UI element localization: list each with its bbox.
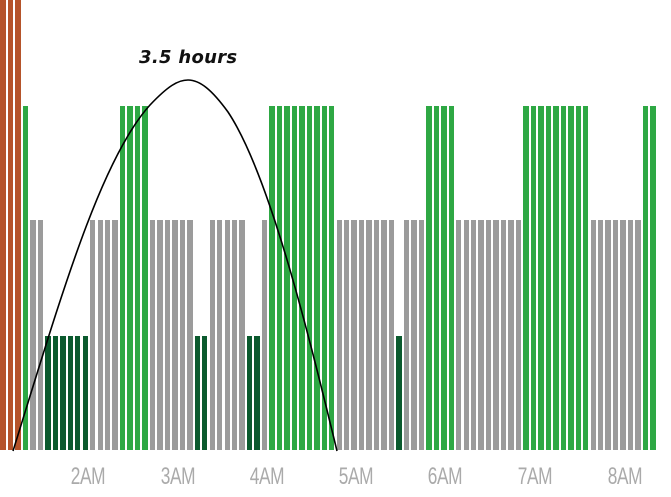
bar-rem	[299, 106, 305, 450]
bar-light	[239, 220, 245, 450]
bar-light	[373, 220, 380, 450]
bar-light	[224, 220, 230, 450]
bar-rem	[426, 106, 432, 450]
bar-light	[187, 220, 193, 450]
bar-light	[598, 220, 604, 450]
bar-light	[231, 220, 238, 450]
x-tick-label: 8AM	[607, 463, 643, 490]
bar-light	[97, 220, 103, 450]
bar-light	[403, 220, 410, 450]
bar-rem	[583, 106, 589, 450]
bar-rem	[329, 106, 335, 450]
bar-rem	[127, 106, 133, 450]
bar-light	[30, 220, 36, 450]
bar-light	[179, 220, 186, 450]
bar-rem	[642, 106, 649, 450]
bar-light	[261, 220, 268, 450]
bar-rem	[433, 106, 440, 450]
bar-deep	[52, 336, 59, 450]
bar-rem	[530, 106, 537, 450]
bar-rem	[269, 106, 275, 450]
bar-light	[612, 220, 619, 450]
bar-light	[157, 220, 163, 450]
bar-rem	[276, 106, 283, 450]
bar-rem	[448, 106, 454, 450]
x-tick-label: 3AM	[160, 463, 196, 490]
bar-rem	[314, 106, 320, 450]
bar-rem	[545, 106, 552, 450]
bar-deep	[396, 336, 402, 450]
bar-rem	[321, 106, 327, 450]
bar-rem	[553, 106, 559, 450]
bar-light	[463, 220, 469, 450]
bar-light	[172, 220, 178, 450]
bar-rem	[22, 106, 29, 450]
bar-light	[605, 220, 611, 450]
bar-deep	[82, 336, 88, 450]
bar-light	[493, 220, 499, 450]
bar-deep	[254, 336, 260, 450]
bar-light	[418, 220, 425, 450]
bar-light	[344, 220, 350, 450]
bar-rem	[134, 106, 141, 450]
bar-light	[336, 220, 342, 450]
x-tick-label: 5AM	[338, 463, 374, 490]
bar-light	[149, 220, 156, 450]
x-tick-label: 2AM	[70, 463, 106, 490]
bar-light	[627, 220, 634, 450]
bar-light	[590, 220, 596, 450]
bar-light	[37, 220, 44, 450]
bar-light	[478, 220, 484, 450]
bar-light	[635, 220, 641, 450]
bar-awake	[0, 0, 6, 450]
bar-light	[381, 220, 387, 450]
bar-deep	[60, 336, 66, 450]
bar-deep	[75, 336, 81, 450]
bar-rem	[306, 106, 313, 450]
bar-light	[411, 220, 417, 450]
bar-awake	[15, 0, 21, 450]
bar-rem	[291, 106, 298, 450]
bar-light	[485, 220, 492, 450]
bar-rem	[284, 106, 290, 450]
bar-rem	[441, 106, 447, 450]
bar-light	[358, 220, 365, 450]
bar-light	[217, 220, 223, 450]
bar-light	[209, 220, 215, 450]
bar-rem	[568, 106, 574, 450]
bar-light	[366, 220, 372, 450]
bar-light	[388, 220, 395, 450]
bar-light	[471, 220, 477, 450]
bar-light	[90, 220, 96, 450]
bar-light	[351, 220, 357, 450]
bar-rem	[523, 106, 529, 450]
bar-light	[104, 220, 111, 450]
bar-light	[164, 220, 171, 450]
bar-awake	[7, 0, 14, 450]
cycle-duration-annotation: 3.5 hours	[139, 47, 238, 68]
bar-light	[456, 220, 462, 450]
x-tick-label: 6AM	[427, 463, 463, 490]
x-tick-label: 7AM	[517, 463, 553, 490]
bar-deep	[202, 336, 208, 450]
bar-rem	[142, 106, 148, 450]
bar-light	[112, 220, 118, 450]
bar-light	[500, 220, 507, 450]
bar-rem	[119, 106, 126, 450]
bar-rem	[560, 106, 567, 450]
bar-light	[515, 220, 522, 450]
bar-deep	[67, 336, 74, 450]
bar-light	[508, 220, 514, 450]
bar-rem	[650, 106, 656, 450]
bar-deep	[45, 336, 51, 450]
bar-rem	[575, 106, 581, 450]
x-tick-label: 4AM	[249, 463, 285, 490]
bar-rem	[538, 106, 544, 450]
bar-light	[620, 220, 626, 450]
bar-deep	[246, 336, 253, 450]
bar-deep	[194, 336, 200, 450]
